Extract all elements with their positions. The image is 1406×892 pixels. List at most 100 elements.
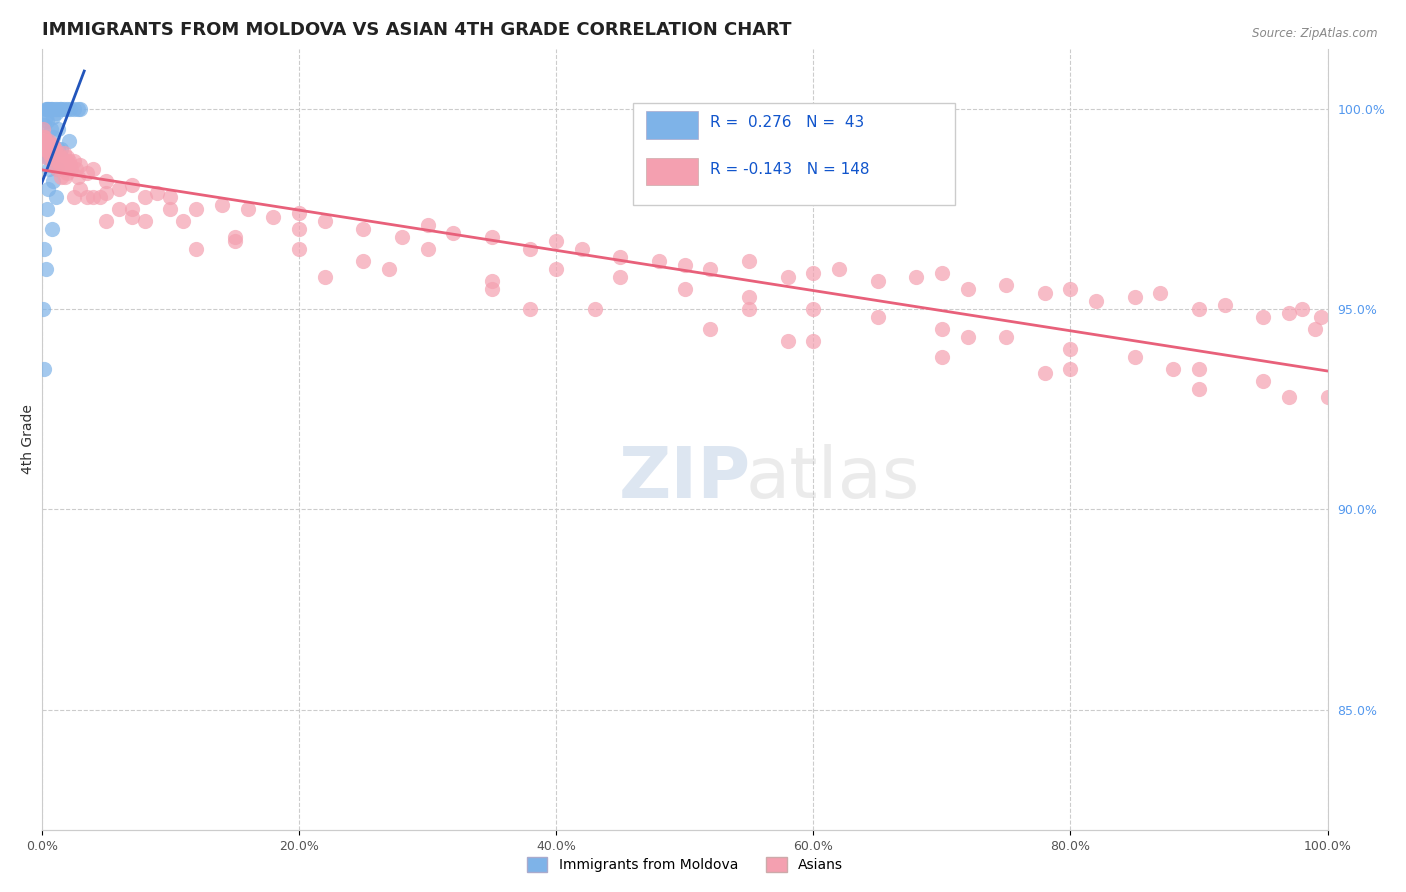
Point: [45, 190, 67, 204]
Point: [776, 270, 799, 285]
Point: [1278, 306, 1301, 320]
Point: [49, 142, 72, 156]
Point: [1059, 343, 1081, 357]
Point: [931, 322, 953, 336]
Point: [134, 190, 156, 204]
Point: [42, 174, 65, 188]
Point: [866, 274, 889, 288]
Text: R = -0.143   N = 148: R = -0.143 N = 148: [710, 162, 870, 178]
Point: [66, 169, 89, 184]
Point: [38, 134, 60, 148]
Point: [56, 102, 79, 116]
Point: [699, 262, 721, 277]
Point: [35, 150, 58, 164]
Legend: Immigrants from Moldova, Asians: Immigrants from Moldova, Asians: [522, 852, 848, 878]
Point: [931, 266, 953, 280]
Point: [42, 110, 65, 124]
Point: [1310, 310, 1333, 325]
Point: [42, 158, 65, 172]
Point: [63, 153, 86, 168]
Point: [211, 198, 233, 212]
Point: [352, 222, 374, 236]
Point: [32, 302, 55, 317]
Point: [1123, 290, 1146, 304]
Point: [53, 169, 76, 184]
Point: [828, 262, 851, 277]
Point: [673, 258, 696, 272]
Point: [905, 270, 928, 285]
Text: IMMIGRANTS FROM MOLDOVA VS ASIAN 4TH GRADE CORRELATION CHART: IMMIGRANTS FROM MOLDOVA VS ASIAN 4TH GRA…: [42, 21, 792, 39]
Point: [37, 137, 59, 152]
Point: [39, 102, 62, 116]
Point: [416, 242, 439, 256]
Point: [609, 250, 631, 264]
FancyBboxPatch shape: [647, 112, 697, 138]
Point: [34, 118, 56, 132]
Point: [35, 113, 58, 128]
Text: Source: ZipAtlas.com: Source: ZipAtlas.com: [1253, 27, 1378, 40]
Point: [1303, 322, 1326, 336]
Point: [39, 121, 62, 136]
Text: ZIP: ZIP: [619, 444, 751, 513]
Point: [378, 262, 401, 277]
Point: [82, 161, 104, 176]
Point: [55, 153, 77, 168]
Point: [546, 262, 568, 277]
Point: [134, 214, 156, 228]
Point: [48, 121, 70, 136]
Point: [288, 206, 311, 220]
Point: [314, 214, 336, 228]
Point: [49, 150, 72, 164]
Point: [42, 142, 65, 156]
Point: [314, 270, 336, 285]
Point: [32, 129, 55, 144]
Point: [94, 174, 117, 188]
Point: [63, 102, 86, 116]
Point: [801, 266, 824, 280]
Point: [38, 102, 60, 116]
Point: [121, 202, 143, 216]
Point: [609, 270, 631, 285]
Point: [224, 234, 246, 248]
Point: [121, 210, 143, 224]
Point: [34, 134, 56, 148]
Text: atlas: atlas: [745, 444, 920, 513]
Point: [53, 161, 76, 176]
Point: [35, 142, 58, 156]
Point: [801, 302, 824, 317]
Text: R =  0.276   N =  43: R = 0.276 N = 43: [710, 115, 865, 130]
Point: [59, 102, 82, 116]
Point: [34, 142, 56, 156]
Point: [34, 242, 56, 256]
Point: [995, 278, 1018, 293]
Point: [44, 102, 66, 116]
Point: [1188, 362, 1211, 376]
Point: [1161, 362, 1184, 376]
Point: [931, 350, 953, 364]
Point: [236, 202, 259, 216]
Point: [69, 102, 91, 116]
Point: [108, 182, 131, 196]
Point: [1085, 294, 1108, 309]
Point: [49, 153, 72, 168]
Point: [481, 274, 503, 288]
Point: [224, 230, 246, 244]
Point: [262, 210, 284, 224]
Point: [34, 110, 56, 124]
Point: [41, 142, 63, 156]
Point: [583, 302, 606, 317]
Point: [38, 161, 60, 176]
Point: [39, 145, 62, 160]
Point: [39, 150, 62, 164]
Point: [46, 102, 69, 116]
Point: [37, 182, 59, 196]
Point: [801, 334, 824, 349]
Point: [1123, 350, 1146, 364]
Point: [1033, 366, 1056, 380]
Point: [44, 150, 66, 164]
Point: [866, 310, 889, 325]
Point: [52, 102, 75, 116]
Point: [34, 142, 56, 156]
Point: [46, 161, 69, 176]
Point: [38, 150, 60, 164]
